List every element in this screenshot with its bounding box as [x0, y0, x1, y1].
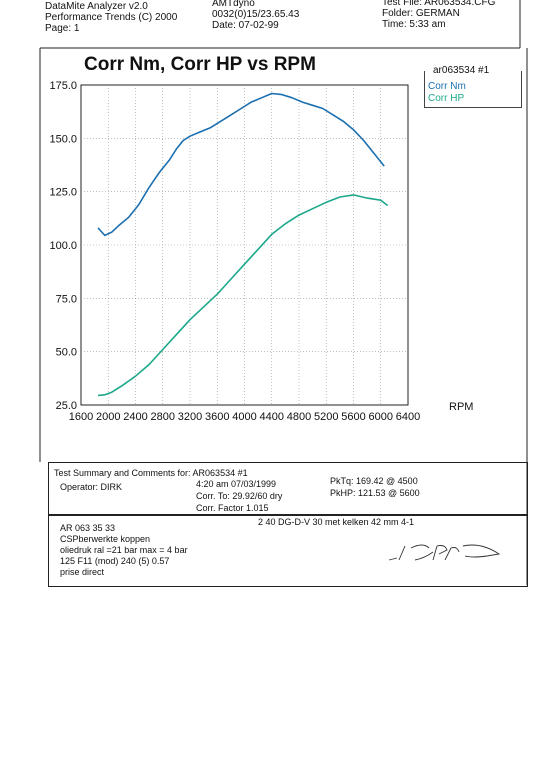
legend-item-corr-hp: Corr HP — [428, 93, 465, 104]
header-right: Test File: AR063534.CFG Folder: GERMAN T… — [382, 0, 495, 30]
folder-name: Folder: GERMAN — [382, 8, 460, 19]
corr-factor: Corr. Factor 1.015 — [196, 503, 269, 513]
phone-number: 0032(0)15/23.65.43 — [212, 9, 300, 20]
x-tick-label: 6000 — [369, 411, 393, 423]
comment-line: 125 F11 (mod) 240 (5) 0.57 — [60, 556, 170, 566]
x-tick-label: 5200 — [314, 411, 338, 423]
peak-hp: PkHP: 121.53 @ 5600 — [330, 488, 420, 498]
series-line-corr-nm — [97, 92, 385, 237]
vendor-name: Performance Trends (C) 2000 — [45, 12, 178, 23]
test-time: Time: 5:33 am — [382, 19, 446, 30]
x-tick-label: 2800 — [151, 411, 175, 423]
summary-time-date: 4:20 am 07/03/1999 — [196, 479, 277, 489]
comment-line: oliedruk ral =21 bar max = 4 bar — [60, 545, 188, 555]
engine-config-note: 2 40 DG-D-V 30 met kelken 42 mm 4-1 — [258, 517, 415, 527]
test-date: Date: 07-02-99 — [212, 20, 279, 31]
peak-torque: PkTq: 169.42 @ 4500 — [330, 476, 418, 486]
comment-line: CSPberwerkte koppen — [60, 534, 151, 544]
x-tick-label: 4800 — [287, 411, 311, 423]
legend-title: ar063534 #1 — [431, 65, 492, 76]
x-tick-label: 4400 — [260, 411, 284, 423]
chart-legend: ar063534 #1 Corr Nm Corr HP — [424, 65, 522, 108]
x-tick-label: 2000 — [96, 411, 120, 423]
x-tick-label: 4000 — [232, 411, 256, 423]
dyno-name: AMTdyno — [212, 0, 255, 9]
x-axis-label: RPM — [449, 401, 473, 413]
y-tick-label: 125.0 — [49, 187, 77, 199]
chart-plot: 25.0 50.0 75.0 100.0 125.0 150.0 175.0 1600 200… — [49, 80, 473, 423]
y-tick-label: 75.0 — [56, 293, 77, 305]
y-tick-label: 100.0 — [49, 240, 77, 252]
test-file: Test File: AR063534.CFG — [382, 0, 496, 8]
y-tick-label: 175.0 — [49, 80, 77, 92]
header-middle: AMTdyno 0032(0)15/23.65.43 Date: 07-02-9… — [212, 0, 299, 31]
signature-logo — [388, 544, 501, 561]
chart-title: Corr Nm, Corr HP vs RPM — [84, 54, 316, 75]
x-tick-label: 5600 — [341, 411, 365, 423]
x-tick-label: 1600 — [69, 411, 93, 423]
x-tick-label: 3600 — [205, 411, 229, 423]
x-tick-label: 6400 — [396, 411, 420, 423]
x-tick-label: 2400 — [123, 411, 147, 423]
legend-item-corr-nm: Corr Nm — [428, 81, 466, 92]
y-tick-label: 150.0 — [49, 133, 77, 145]
comment-line: AR 063 35 33 — [60, 523, 116, 533]
header-left: DataMite Analyzer v2.0 Performance Trend… — [45, 1, 177, 34]
page-number: Page: 1 — [45, 23, 80, 34]
x-tick-label: 3200 — [178, 411, 202, 423]
y-tick-label: 25.0 — [56, 400, 77, 412]
comment-line: prise direct — [60, 567, 105, 577]
summary-heading: Test Summary and Comments for: AR063534 … — [54, 468, 248, 478]
app-name: DataMite Analyzer v2.0 — [45, 1, 148, 12]
series-line-corr-hp — [97, 194, 389, 397]
corr-to: Corr. To: 29.92/60 dry — [196, 491, 283, 501]
y-tick-label: 50.0 — [56, 347, 77, 359]
summary-box — [48, 462, 528, 516]
operator: Operator: DIRK — [60, 482, 123, 492]
comments-box — [48, 514, 528, 587]
